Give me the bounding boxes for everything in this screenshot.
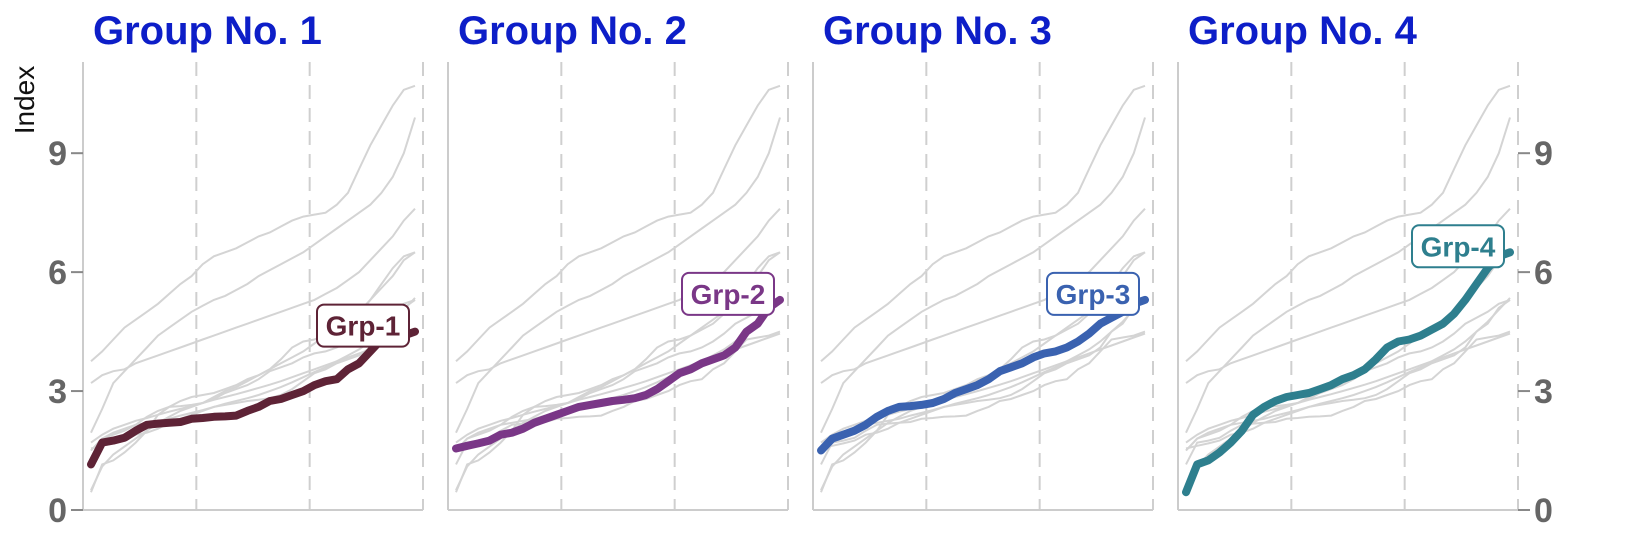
y-tick-label: 6 (48, 254, 67, 292)
series-label-text: Grp-2 (691, 279, 766, 310)
y-tick-label-right: 9 (1534, 135, 1553, 173)
background-series-line (1185, 117, 1511, 434)
background-series-line (820, 117, 1146, 434)
background-series-line (820, 297, 1146, 452)
series-label: Grp-1 (316, 303, 410, 348)
background-series-line (455, 117, 781, 434)
background-series-line (90, 117, 416, 434)
series-label-box (1411, 224, 1505, 269)
series-label-text: Grp-3 (1056, 279, 1131, 310)
y-tick-label: 3 (48, 373, 67, 411)
background-series-line (455, 208, 781, 384)
series-label-box (681, 271, 775, 316)
series-label: Grp-3 (1046, 271, 1140, 316)
background-series-line (1185, 332, 1511, 444)
background-series-line (1185, 330, 1511, 465)
y-tick-label-right: 0 (1534, 492, 1553, 530)
panel-title: Group No. 2 (458, 9, 687, 53)
y-tick-label-right: 6 (1534, 254, 1553, 292)
background-series-line (1185, 251, 1511, 491)
panel-title: Group No. 1 (93, 9, 322, 53)
highlight-series-line (817, 295, 1149, 455)
background-series-line (90, 251, 416, 491)
panel-4: Group No. 4 Grp-4 (1177, 9, 1519, 511)
series-label: Grp-2 (681, 271, 775, 316)
panel-3: Group No. 3 Grp-3 (812, 9, 1154, 511)
y-axis-label: Index (9, 66, 40, 135)
series-label-box (316, 303, 410, 348)
panel-title: Group No. 3 (823, 9, 1052, 53)
panel-2: Group No. 2 Grp-2 (447, 9, 789, 511)
series-label-text: Grp-1 (326, 311, 401, 342)
background-series-line (820, 208, 1146, 384)
background-series-line (820, 84, 1146, 363)
background-series-line (1185, 208, 1511, 384)
background-series-line (90, 332, 416, 444)
background-series-line (90, 84, 416, 363)
highlight-series-line (452, 295, 784, 453)
series-label-text: Grp-4 (1421, 231, 1496, 262)
y-tick-label-right: 3 (1534, 373, 1553, 411)
panel-1: Group No. 1 Grp-1 (82, 9, 424, 511)
highlight-series-line (87, 327, 419, 469)
background-series-line (1185, 297, 1511, 452)
background-series-line (90, 251, 416, 493)
background-series-line (455, 84, 781, 363)
y-tick-label: 9 (48, 135, 67, 173)
panel-title: Group No. 4 (1188, 9, 1418, 53)
series-label-box (1046, 271, 1140, 316)
background-series-line (1185, 84, 1511, 363)
background-series-line (90, 208, 416, 384)
background-series-line (455, 330, 781, 465)
series-label: Grp-4 (1411, 224, 1505, 269)
y-tick-label: 0 (48, 492, 67, 530)
highlight-series-line (1182, 248, 1514, 497)
background-series-line (820, 330, 1146, 465)
